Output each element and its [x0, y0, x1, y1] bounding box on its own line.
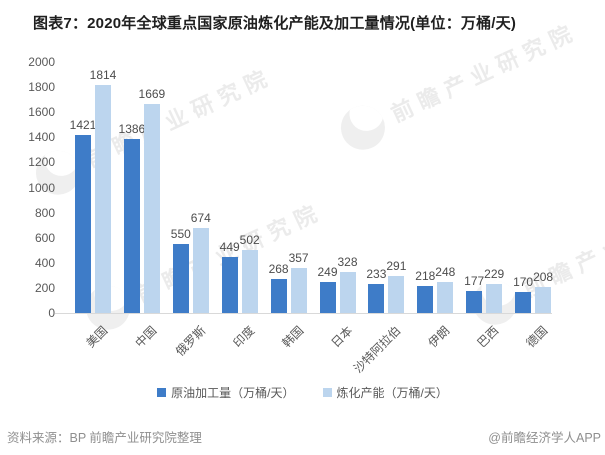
y-tick-label: 1400 — [28, 130, 55, 145]
bar — [417, 285, 434, 313]
bar — [75, 134, 91, 313]
y-tick-label: 1800 — [28, 80, 55, 95]
legend-label: 炼化产能（万桶/天） — [336, 386, 448, 400]
y-tick-label: 2000 — [28, 55, 55, 69]
value-label: 328 — [337, 254, 358, 269]
value-label: 248 — [435, 264, 456, 279]
value-label: 249 — [317, 264, 338, 279]
legend-item: 炼化产能（万桶/天） — [322, 384, 448, 401]
bar — [515, 291, 532, 313]
value-label: 449 — [219, 239, 240, 254]
value-label: 170 — [513, 274, 534, 289]
bar — [388, 276, 405, 313]
value-label: 357 — [288, 251, 309, 266]
bar — [270, 279, 287, 313]
value-label: 1421 — [69, 117, 97, 132]
bar — [221, 256, 238, 313]
value-label: 268 — [268, 262, 289, 277]
legend-item: 原油加工量（万桶/天） — [157, 384, 295, 401]
value-label: 233 — [366, 266, 387, 281]
bar — [319, 281, 336, 313]
chart-title: 图表7：2020年全球重点国家原油炼化产能及加工量情况(单位：万桶/天) — [33, 15, 517, 32]
bar — [241, 249, 258, 313]
value-label: 218 — [415, 268, 436, 283]
y-tick-label: 400 — [34, 255, 55, 270]
x-axis-line — [55, 313, 552, 314]
value-label: 177 — [464, 273, 485, 288]
bar — [339, 271, 356, 313]
bar — [368, 283, 385, 313]
value-label: 550 — [170, 226, 191, 241]
bar — [535, 286, 552, 313]
bar — [95, 85, 111, 313]
legend-swatch-icon — [157, 388, 167, 397]
y-tick-label: 1200 — [28, 155, 55, 170]
value-label: 291 — [386, 259, 407, 274]
y-tick-label: 1600 — [28, 105, 55, 120]
y-tick-label: 600 — [34, 230, 55, 245]
bar — [143, 103, 160, 313]
value-label: 1386 — [118, 122, 146, 137]
bar — [290, 268, 307, 313]
y-tick-label: 200 — [34, 280, 55, 295]
bar — [437, 281, 454, 313]
legend-swatch-icon — [322, 388, 332, 397]
source-note: 资料来源：BP 前瞻产业研究院整理 — [7, 431, 202, 445]
legend-label: 原油加工量（万桶/天） — [171, 386, 295, 400]
value-label: 1669 — [138, 86, 166, 101]
value-label: 208 — [533, 269, 554, 284]
value-label: 502 — [239, 232, 260, 247]
bar — [123, 139, 140, 313]
value-label: 1814 — [89, 68, 117, 83]
bar — [172, 243, 189, 313]
y-tick-label: 0 — [48, 306, 55, 320]
value-label: 674 — [190, 211, 211, 226]
bar — [466, 290, 483, 313]
brand-note: @前瞻经济学人APP — [488, 431, 601, 445]
y-tick-label: 800 — [34, 205, 55, 220]
legend: 原油加工量（万桶/天） 炼化产能（万桶/天） — [0, 384, 605, 401]
bar — [192, 228, 209, 313]
value-label: 229 — [484, 267, 505, 282]
bar — [486, 284, 503, 313]
y-tick-label: 1000 — [28, 180, 55, 195]
